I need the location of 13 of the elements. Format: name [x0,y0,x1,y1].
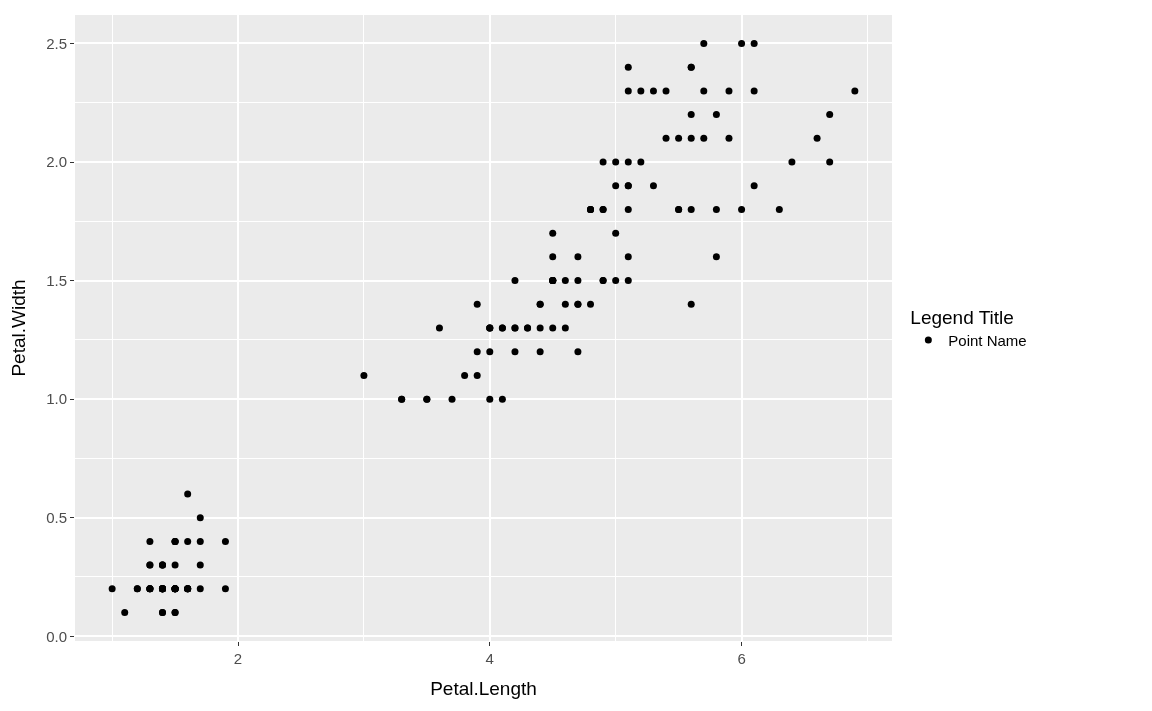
y-tick-label: 2.0 [46,153,67,171]
y-tick-label: 2.5 [46,34,67,52]
x-tick-label: 4 [485,650,494,667]
x-tick-label: 6 [737,650,746,667]
y-tick-label: 1.5 [46,271,67,289]
x-tick-label: 2 [233,650,243,667]
y-tick-label: 0.0 [46,627,67,645]
y-tick-label: 1.0 [46,390,67,408]
legend-title: Legend Title [910,306,1014,328]
y-tick-label: 0.5 [46,508,67,526]
legend-label: Point Name [948,331,1027,349]
x-axis-title: Petal.Length [430,677,537,699]
y-axis-title: Petal.Width [7,279,29,377]
